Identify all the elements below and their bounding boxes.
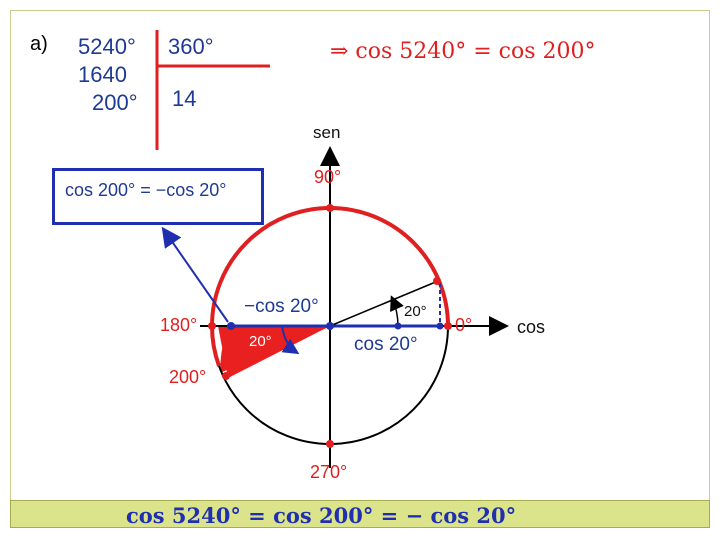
point-180 bbox=[208, 322, 216, 330]
footer-band bbox=[10, 500, 710, 528]
callout-arrow bbox=[161, 226, 229, 323]
angle-180-label: 180° bbox=[160, 315, 198, 335]
point-90 bbox=[326, 204, 334, 212]
angle-200-label: 200° bbox=[169, 367, 207, 387]
neg-cos-point bbox=[227, 322, 235, 330]
origin-point bbox=[326, 322, 334, 330]
cos-axis-label: cos bbox=[517, 317, 546, 337]
angle-arc-left bbox=[281, 325, 300, 355]
angle-0-label: 0° bbox=[455, 315, 473, 335]
neg-cos-label: −cos 20° bbox=[244, 296, 319, 317]
angle-arc-right bbox=[390, 295, 404, 327]
callout-box: cos 200° = −cos 20° bbox=[52, 168, 264, 225]
point-270 bbox=[326, 440, 334, 448]
sen-axis-label: sen bbox=[313, 123, 341, 142]
angle-20-right-label: 20° bbox=[404, 303, 427, 320]
remainder: 200° bbox=[92, 90, 138, 115]
point-0 bbox=[444, 322, 452, 330]
bottom-equation: cos 5240° = cos 200° = − cos 20° bbox=[126, 503, 517, 528]
part-label: a) bbox=[30, 33, 48, 55]
pos-cos-point bbox=[394, 322, 402, 330]
quotient: 14 bbox=[172, 86, 197, 111]
radius-20 bbox=[329, 280, 439, 327]
point-20 bbox=[433, 277, 441, 285]
callout-text: cos 200° = −cos 20° bbox=[65, 180, 227, 200]
angle-270-label: 270° bbox=[310, 462, 348, 482]
dividend: 5240° bbox=[78, 34, 136, 59]
angle-90-label: 90° bbox=[314, 167, 342, 187]
projection-point bbox=[436, 322, 444, 330]
point-200 bbox=[222, 372, 230, 380]
sector-fill bbox=[218, 326, 330, 378]
implication-equation: ⇒ cos 5240° = cos 200° bbox=[330, 39, 596, 64]
pos-cos-label: cos 20° bbox=[354, 334, 418, 355]
partial-remainder: 1640 bbox=[78, 62, 127, 87]
angle-20-left-label: 20° bbox=[249, 333, 272, 350]
divisor: 360° bbox=[168, 34, 214, 59]
